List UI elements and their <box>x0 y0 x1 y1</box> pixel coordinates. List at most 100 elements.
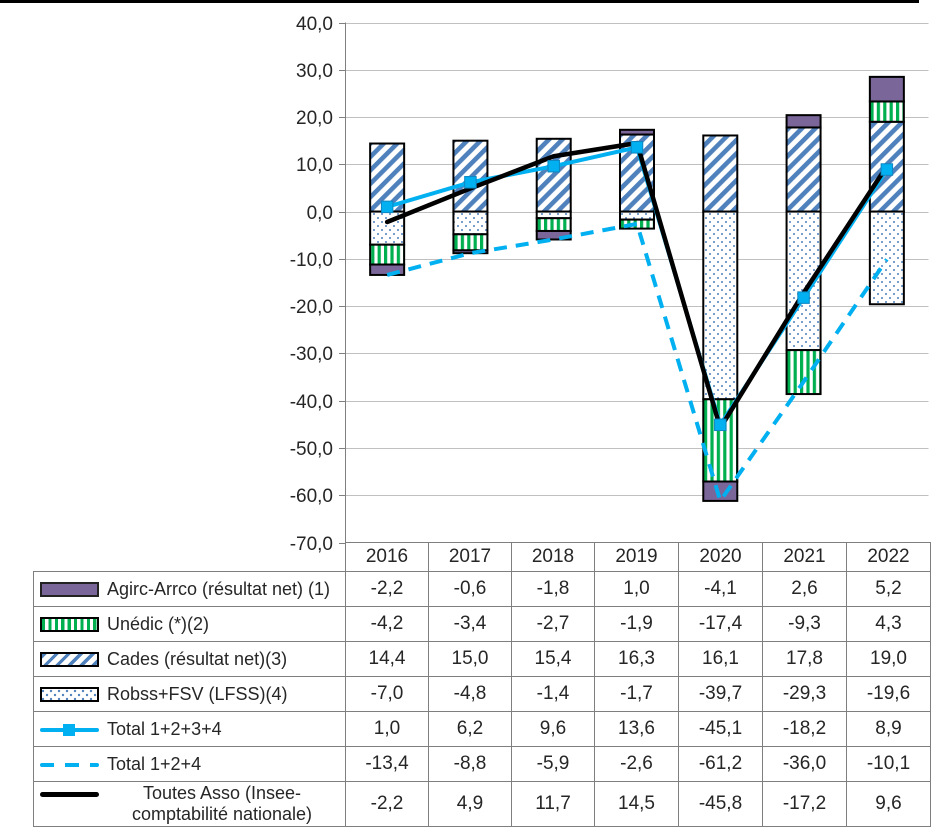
y-axis-tick-label: 10,0 <box>296 155 333 176</box>
table-cell: -1,7 <box>594 676 679 712</box>
square-marker-icon <box>464 176 477 189</box>
table-cell: -61,2 <box>678 746 763 782</box>
legend-swatch-robss <box>40 686 99 702</box>
legend-cell-robss: Robss+FSV (LFSS)(4) <box>33 676 346 712</box>
square-marker-icon <box>714 418 727 432</box>
table-cell: -2,6 <box>594 746 679 782</box>
square-markers <box>380 141 894 432</box>
bar-segment-unedic-2021 <box>785 349 822 396</box>
table-cell: -39,7 <box>678 676 763 712</box>
table-cell: 15,0 <box>428 641 512 677</box>
table-cell: -2,7 <box>511 606 595 642</box>
table-cell: 2,6 <box>762 571 847 607</box>
bar-segment-robss-2022 <box>868 210 905 306</box>
table-row: Toutes Asso (Insee- comptabilité nationa… <box>33 781 931 827</box>
table-cell: -3,4 <box>428 606 512 642</box>
legend-cell-total124: Total 1+2+4 <box>33 746 346 782</box>
table-cell: 16,1 <box>678 641 763 677</box>
y-axis-tick-label: 0,0 <box>307 203 333 224</box>
legend-swatch-agirc <box>40 581 99 597</box>
table-cell: 17,8 <box>762 641 847 677</box>
figure-top-border <box>0 0 919 3</box>
year-header: 2019 <box>594 542 679 572</box>
y-axis-tick-label: -20,0 <box>290 297 333 318</box>
table-cell: 15,4 <box>511 641 595 677</box>
bar-segment-agirc-2020 <box>702 480 739 502</box>
table-cell: 1,0 <box>594 571 679 607</box>
table-row: Agirc-Arrco (résultat net) (1) -2,2 -0,6… <box>33 571 931 607</box>
table-cell: -1,9 <box>594 606 679 642</box>
table-cell: 4,9 <box>428 781 512 827</box>
legend-cell-cades: Cades (résultat net)(3) <box>33 641 346 677</box>
bar-segment-cades-2020 <box>702 134 739 213</box>
year-header: 2021 <box>762 542 847 572</box>
table-cell: -4,2 <box>345 606 429 642</box>
bar-segment-agirc-2017 <box>452 249 489 255</box>
table-cell: -8,8 <box>428 746 512 782</box>
table-cell: 6,2 <box>428 711 512 747</box>
bar-segment-robss-2017 <box>452 210 489 236</box>
legend-label: Robss+FSV (LFSS)(4) <box>107 683 288 704</box>
legend-label: Total 1+2+4 <box>107 753 202 774</box>
legend-cell-agirc: Agirc-Arrco (résultat net) (1) <box>33 571 346 607</box>
legend-label: Total 1+2+3+4 <box>107 718 222 739</box>
y-axis-tick-label: -10,0 <box>290 250 333 271</box>
year-header: 2022 <box>846 542 931 572</box>
table-cell: -7,0 <box>345 676 429 712</box>
legend-swatch-unedic <box>40 616 99 632</box>
table-cell: -18,2 <box>762 711 847 747</box>
bar-segment-robss-2020 <box>702 210 739 401</box>
table-cell: -17,4 <box>678 606 763 642</box>
bar-segment-robss-2019 <box>619 210 655 221</box>
table-cell: -45,8 <box>678 781 763 827</box>
y-axis-tick-label: -70,0 <box>290 534 333 555</box>
table-cell: -17,2 <box>762 781 847 827</box>
y-axis-tick-label: -50,0 <box>290 439 333 460</box>
table-cell: 19,0 <box>846 641 931 677</box>
table-cell: -4,1 <box>678 571 763 607</box>
gridlines <box>339 22 929 545</box>
year-header: 2018 <box>511 542 595 572</box>
bar-segment-unedic-2016 <box>369 243 406 266</box>
table-cell: 1,0 <box>345 711 429 747</box>
legend-cell-unedic: Unédic (*)(2) <box>33 606 346 642</box>
table-row: Unédic (*)(2) -4,2 -3,4 -2,7 -1,9 -17,4 … <box>33 606 931 642</box>
chart-data-table: 2016 2017 2018 2019 2020 2021 2022 Agirc… <box>33 542 931 827</box>
bar-segment-cades-2018 <box>535 137 572 213</box>
table-row: Total 1+2+3+4 1,0 6,2 9,6 13,6 -45,1 -18… <box>33 711 931 747</box>
table-cell: 5,2 <box>846 571 931 607</box>
legend-swatch-cades <box>40 651 99 667</box>
table-cell: 11,7 <box>511 781 595 827</box>
bar-segment-unedic-2018 <box>535 217 572 232</box>
table-cell: -9,3 <box>762 606 847 642</box>
square-marker-icon <box>63 724 75 736</box>
table-cell: -13,4 <box>345 746 429 782</box>
square-marker-icon <box>630 141 644 154</box>
legend-label: Agirc-Arrco (résultat net) (1) <box>107 578 331 599</box>
chart-plot-area: 40,0 30,0 20,0 10,0 0,0 -10,0 -20,0 -30,0 -40,0 -… <box>290 14 929 555</box>
table-header-row: 2016 2017 2018 2019 2020 2021 2022 <box>34 542 931 572</box>
y-axis-tick-label: 20,0 <box>296 108 333 129</box>
year-header: 2020 <box>678 542 763 572</box>
bar-segment-cades-2021 <box>785 126 822 213</box>
table-cell: -1,4 <box>511 676 595 712</box>
bar-segment-unedic-2022 <box>868 100 905 123</box>
year-header: 2016 <box>345 542 429 572</box>
y-axis-tick-label: 30,0 <box>296 61 333 82</box>
table-row: Total 1+2+4 -13,4 -8,8 -5,9 -2,6 -61,2 -… <box>33 746 931 782</box>
bar-segment-unedic-2017 <box>452 233 489 252</box>
table-cell: 4,3 <box>846 606 931 642</box>
table-cell: 14,4 <box>345 641 429 677</box>
table-cell: 16,3 <box>594 641 679 677</box>
legend-cell-toutes-asso: Toutes Asso (Insee- comptabilité nationa… <box>33 781 346 827</box>
legend-swatch-total124 <box>40 758 99 772</box>
table-cell: -2,2 <box>345 571 429 607</box>
legend-cell-total1234: Total 1+2+3+4 <box>33 711 346 747</box>
y-axis-tick-label: -60,0 <box>290 486 333 507</box>
table-cell: -36,0 <box>762 746 847 782</box>
year-header: 2017 <box>428 542 512 572</box>
y-axis-tick-label: -40,0 <box>290 392 333 413</box>
legend-swatch-toutes-asso <box>40 788 99 802</box>
table-corner-blank <box>34 543 346 572</box>
